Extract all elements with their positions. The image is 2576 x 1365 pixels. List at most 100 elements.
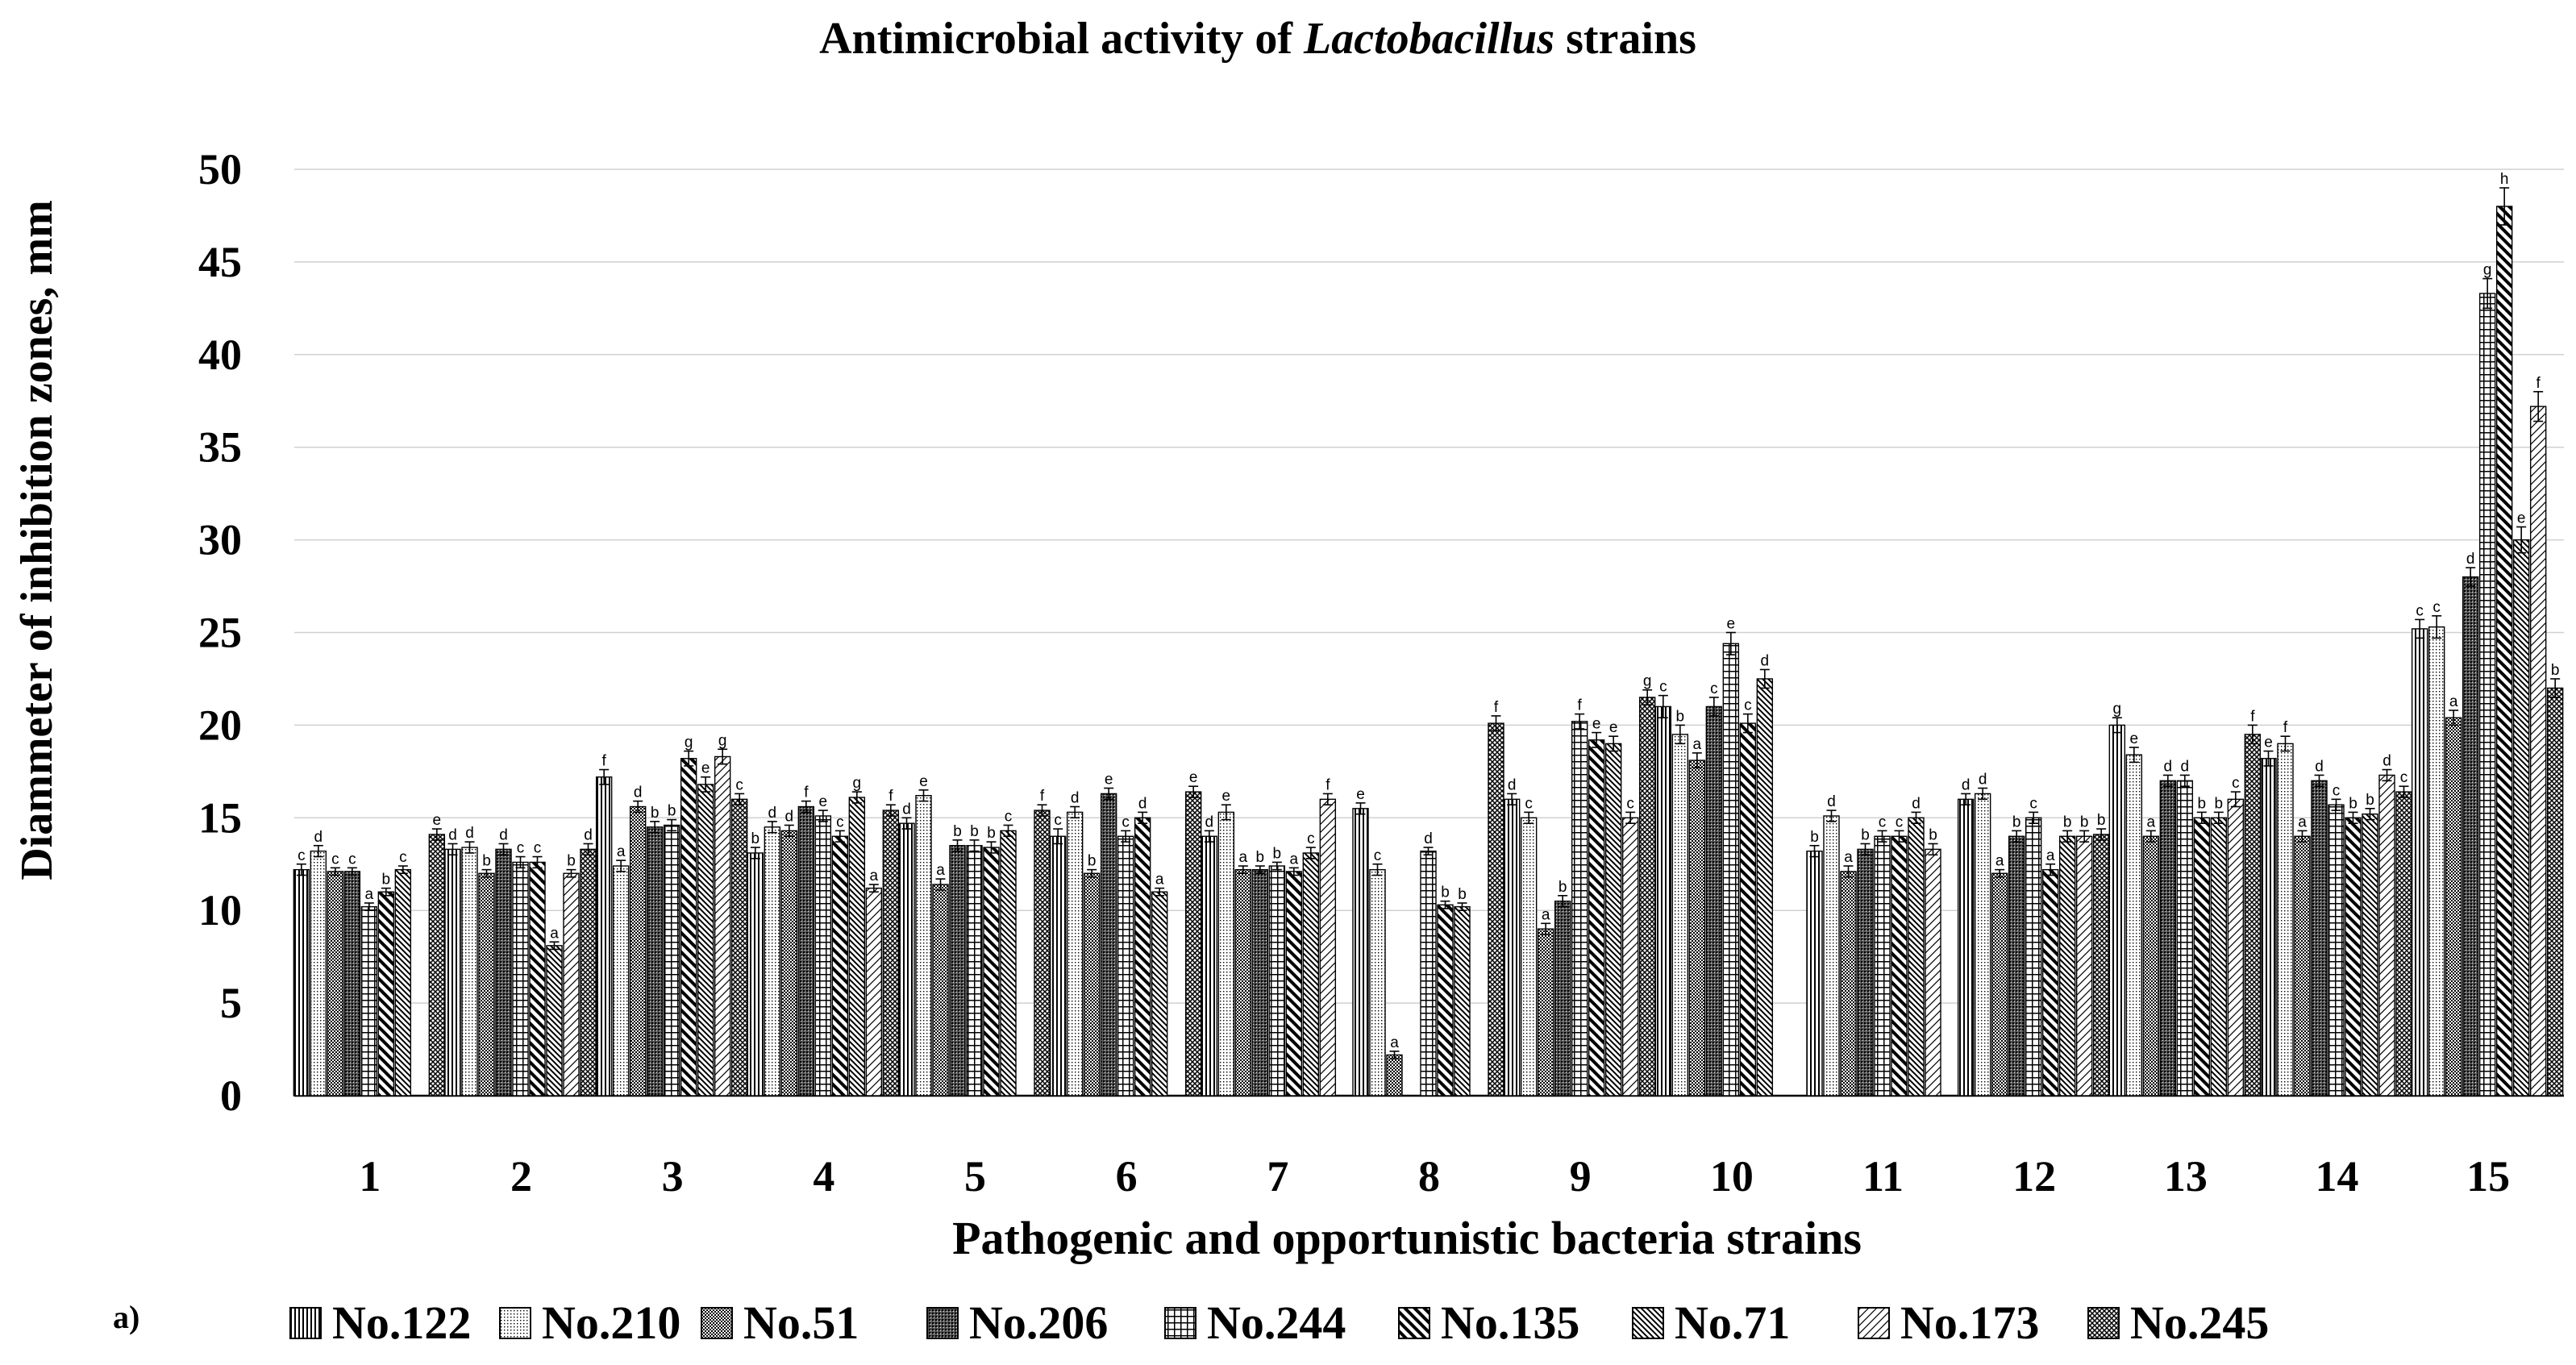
significance-letter: f bbox=[1578, 697, 1583, 714]
significance-letter: d bbox=[2382, 753, 2391, 770]
significance-letter: c bbox=[836, 814, 844, 830]
bar bbox=[1908, 817, 1925, 1097]
bar bbox=[1705, 705, 1723, 1097]
bar bbox=[2428, 626, 2445, 1097]
significance-letter: b bbox=[668, 803, 676, 820]
bar bbox=[1823, 815, 1840, 1097]
bar bbox=[2075, 835, 2093, 1097]
y-tick-label: 10 bbox=[198, 886, 242, 934]
bar bbox=[546, 945, 563, 1097]
bar bbox=[2328, 804, 2345, 1097]
bar bbox=[360, 905, 378, 1097]
y-axis-label: Diammeter of inhibition zones, mm bbox=[12, 200, 62, 880]
significance-letter: b bbox=[1861, 826, 1870, 843]
bar bbox=[1437, 904, 1454, 1097]
bar bbox=[865, 887, 883, 1097]
bar bbox=[1184, 791, 1202, 1097]
bar bbox=[730, 798, 748, 1097]
significance-letter: g bbox=[1643, 673, 1652, 690]
bar bbox=[1034, 809, 1051, 1097]
significance-letter: d bbox=[2181, 758, 2190, 775]
significance-letter: h bbox=[2500, 171, 2509, 188]
bar bbox=[2260, 758, 2277, 1097]
bar bbox=[1217, 811, 1235, 1097]
bar bbox=[2008, 835, 2025, 1097]
bar bbox=[2512, 539, 2530, 1097]
bar bbox=[2277, 743, 2294, 1097]
significance-letter: a bbox=[936, 862, 945, 879]
significance-letter: b bbox=[2012, 814, 2021, 830]
x-tick-label: 8 bbox=[1418, 1152, 1440, 1201]
bar bbox=[680, 758, 697, 1097]
bar bbox=[646, 826, 664, 1097]
bar bbox=[2125, 754, 2143, 1097]
significance-letter: b bbox=[1929, 826, 1937, 843]
significance-letter: c bbox=[1710, 680, 1718, 697]
x-tick-label: 10 bbox=[1710, 1152, 1754, 1201]
bar bbox=[444, 848, 461, 1097]
significance-letter: d bbox=[1138, 795, 1147, 812]
significance-letter: b bbox=[953, 823, 962, 840]
y-tick-label: 5 bbox=[220, 979, 242, 1027]
bar bbox=[2546, 687, 2564, 1097]
legend-swatch bbox=[701, 1307, 733, 1339]
bar bbox=[327, 871, 344, 1097]
bar bbox=[310, 850, 327, 1097]
bar bbox=[1857, 848, 1874, 1097]
significance-letter: f bbox=[2250, 708, 2255, 725]
significance-letter: d bbox=[634, 784, 643, 801]
significance-letter: c bbox=[348, 851, 356, 868]
significance-letter: d bbox=[448, 826, 457, 843]
significance-letter: a bbox=[1155, 872, 1164, 888]
significance-letter: b bbox=[1810, 829, 1819, 846]
bar bbox=[1454, 905, 1471, 1097]
bar bbox=[1756, 678, 1774, 1097]
significance-letter: d bbox=[2315, 758, 2324, 775]
bar bbox=[848, 797, 866, 1097]
legend-swatch bbox=[2087, 1307, 2120, 1339]
bar bbox=[2227, 798, 2245, 1097]
bar bbox=[1806, 850, 1823, 1097]
bar bbox=[293, 868, 310, 1097]
bar bbox=[1604, 743, 1622, 1097]
x-tick-label: 5 bbox=[964, 1152, 986, 1201]
y-tick-label: 50 bbox=[198, 145, 242, 194]
significance-letter: a bbox=[870, 868, 879, 884]
bar bbox=[1234, 868, 1252, 1097]
legend-label: No.122 bbox=[332, 1296, 471, 1349]
legend-swatch bbox=[499, 1307, 531, 1339]
chart-title: Antimicrobial activity of Lactobacillus … bbox=[819, 14, 1696, 64]
bar bbox=[1638, 697, 1656, 1097]
y-tick-label: 40 bbox=[198, 331, 242, 379]
significance-letter: a bbox=[2046, 847, 2055, 864]
significance-letter: d bbox=[1761, 652, 1770, 669]
bar bbox=[697, 784, 714, 1097]
bar bbox=[1503, 798, 1521, 1097]
bar bbox=[1874, 835, 1891, 1097]
significance-letter: a bbox=[1844, 849, 1853, 866]
significance-letter: b bbox=[2063, 814, 2072, 830]
bar bbox=[2411, 628, 2428, 1097]
significance-letter: c bbox=[2333, 782, 2341, 799]
significance-letter: b bbox=[1088, 853, 1097, 870]
x-tick-label: 14 bbox=[2316, 1152, 2359, 1201]
significance-letter: c bbox=[2232, 775, 2240, 792]
significance-letter: c bbox=[1659, 679, 1667, 696]
bar bbox=[529, 861, 546, 1097]
bar bbox=[2495, 206, 2513, 1097]
significance-letter: e bbox=[1222, 788, 1231, 805]
significance-letter: f bbox=[804, 784, 809, 801]
significance-letter: c bbox=[1374, 847, 1382, 864]
legend-swatch bbox=[289, 1307, 322, 1339]
bar bbox=[898, 822, 915, 1097]
bar bbox=[983, 847, 1000, 1097]
significance-letter: c bbox=[1879, 814, 1887, 830]
panel-label: a) bbox=[113, 1299, 139, 1335]
significance-letter: c bbox=[1744, 697, 1752, 714]
bar bbox=[2159, 780, 2177, 1097]
bar bbox=[1571, 721, 1588, 1097]
bar bbox=[1554, 901, 1571, 1097]
bar bbox=[1739, 722, 1757, 1097]
significance-letter: d bbox=[1979, 772, 1987, 789]
